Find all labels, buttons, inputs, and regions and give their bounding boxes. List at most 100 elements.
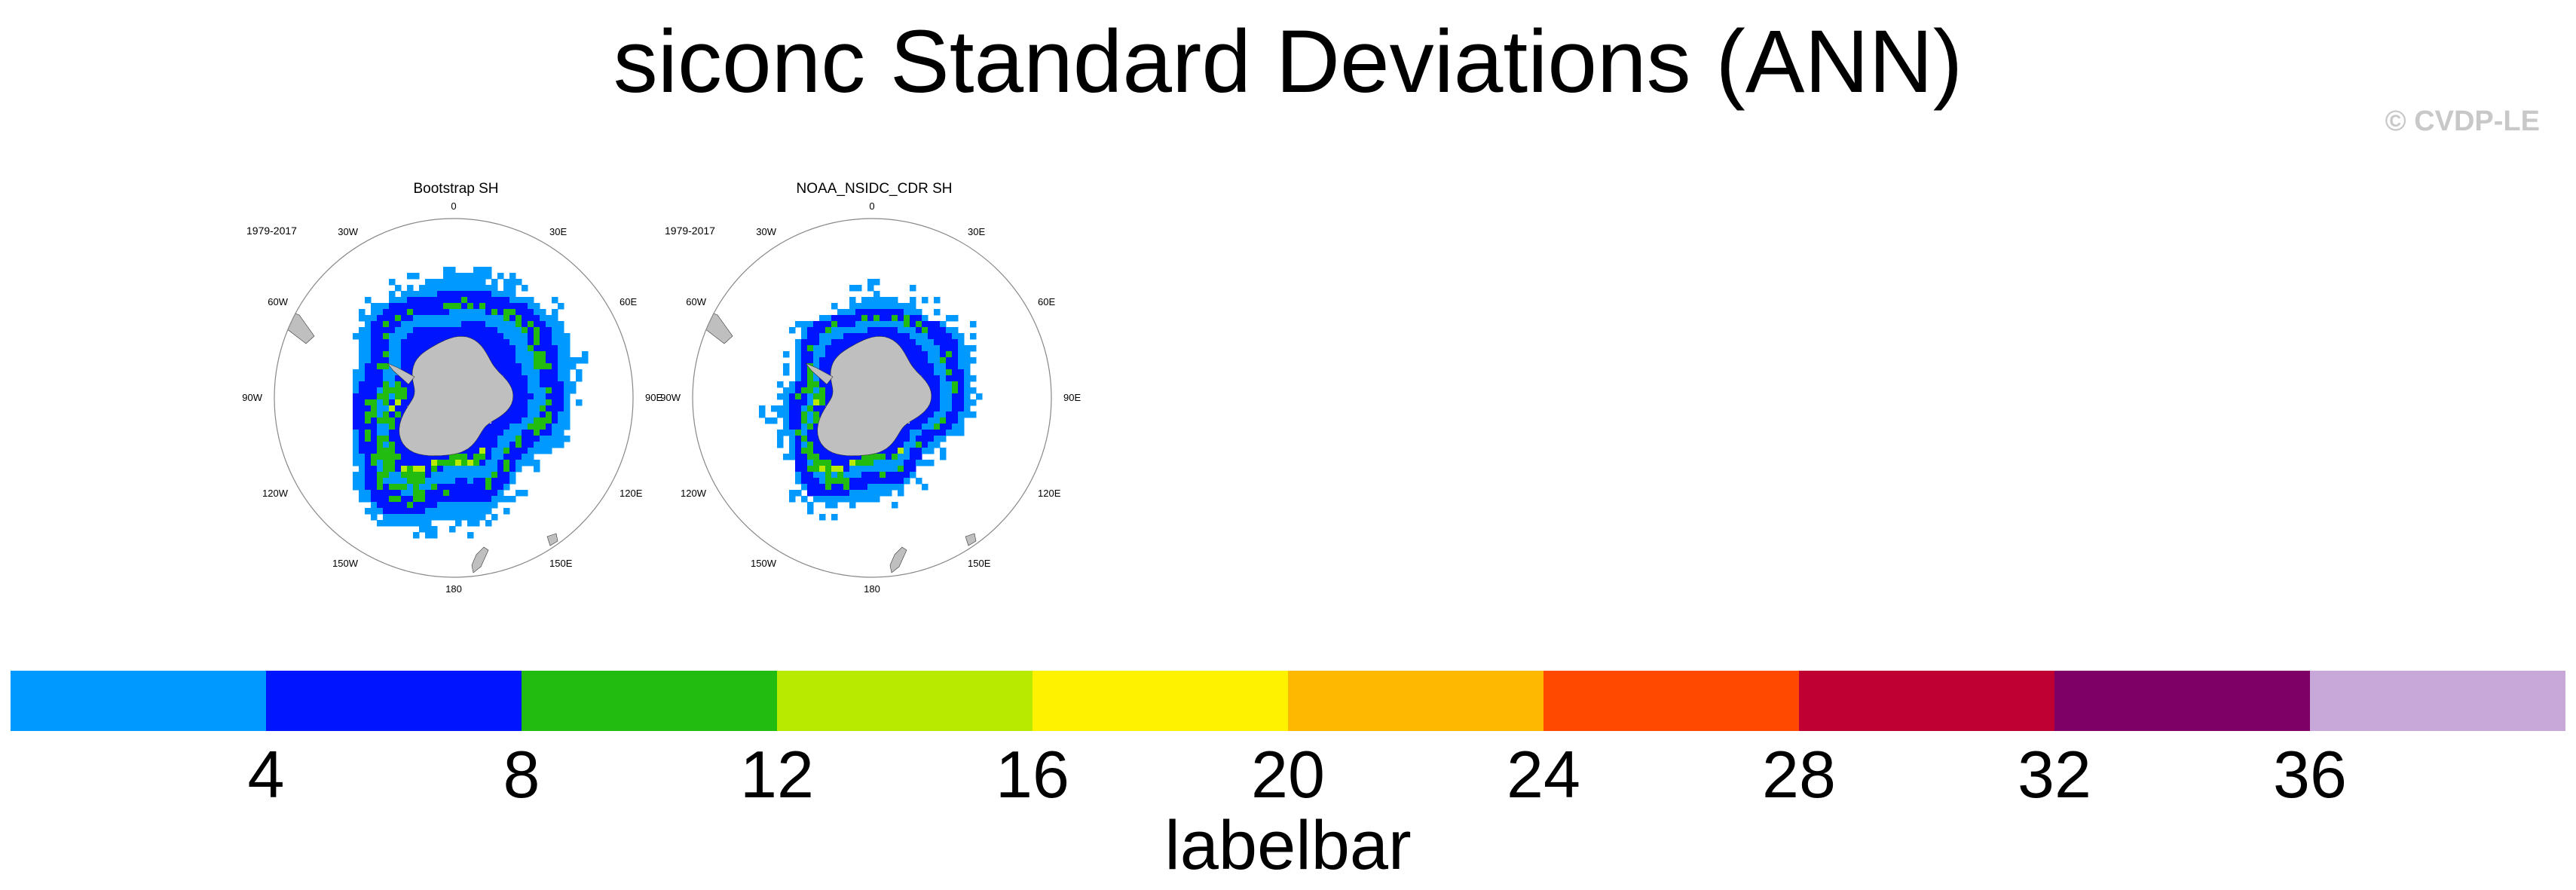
ice-cell [413,315,420,322]
ice-cell [952,417,959,424]
ice-cell [952,375,959,382]
ice-cell [910,436,916,442]
ice-cell [413,291,420,298]
ice-cell [783,387,790,394]
ice-cell [528,315,534,322]
ice-cell [819,514,826,521]
ice-cell [837,339,844,346]
ice-cell [825,321,832,328]
ice-cell [461,291,468,298]
labelbar-tick-label: 24 [1507,737,1580,812]
ice-cell [449,273,456,280]
ice-cell [807,357,814,364]
ice-cell [401,466,408,473]
ice-cell [431,333,438,340]
ice-cell [371,514,378,521]
ice-cell [497,303,504,310]
ice-cell [491,357,498,364]
ice-cell [795,430,802,436]
ice-cell [849,472,856,479]
ice-cell [813,411,820,418]
ice-cell [795,357,802,364]
ice-cell [916,309,922,316]
ice-cell [867,490,874,497]
ice-cell [934,387,941,394]
ice-cell [359,327,366,334]
ice-cell [546,375,552,382]
ice-cell [449,472,456,479]
ice-cell [892,315,898,322]
ice-cell [395,339,402,346]
ice-cell [940,454,947,460]
ice-cell [946,333,953,340]
ice-cell [916,357,922,364]
ice-cell [831,478,838,485]
ice-cell [377,405,384,412]
ice-cell [365,381,372,388]
ice-cell [522,309,528,316]
ice-cell [916,369,922,376]
ice-cell [819,405,826,412]
ice-cell [503,351,510,358]
ice-cell [552,393,558,400]
ice-cell [407,508,414,515]
ice-cell [389,478,396,485]
ice-cell [491,514,498,521]
ice-cell [419,460,426,466]
ice-cell [449,315,456,322]
ice-cell [371,448,378,454]
ice-cell [389,508,396,515]
ice-cell [353,405,359,412]
ice-cell [479,442,486,448]
ice-cell [922,345,929,352]
ice-cell [867,303,874,310]
ice-cell [528,339,534,346]
ice-cell [407,472,414,479]
ice-cell [497,297,504,304]
ice-cell [904,448,910,454]
ice-cell [910,327,916,334]
ice-cell [898,339,904,346]
ice-cell [497,442,504,448]
ice-cell [431,478,438,485]
ice-cell [516,411,522,418]
ice-cell [759,405,766,412]
longitude-label: 150E [549,558,573,569]
ice-cell [395,496,402,503]
ice-cell [940,327,947,334]
ice-cell [485,502,492,509]
ice-cell [837,478,844,485]
ice-cell [789,424,796,430]
ice-cell [952,327,959,334]
ice-cell [353,424,359,430]
ice-cell [940,411,947,418]
ice-cell [777,442,784,448]
ice-cell [831,496,838,503]
ice-cell [383,375,390,382]
ice-cell [813,375,820,382]
ice-cell [880,309,886,316]
ice-cell [843,327,850,334]
labelbar-tick-label: 12 [740,737,814,812]
ice-cell [491,466,498,473]
ice-cell [503,345,510,352]
ice-cell [395,417,402,424]
ice-cell [353,472,359,479]
ice-cell [359,442,366,448]
ice-cell [813,466,820,473]
ice-cell [886,478,892,485]
ice-cell [540,357,546,364]
ice-cell [509,381,516,388]
ice-cell [795,442,802,448]
ice-cell [455,514,462,521]
ice-cell [789,327,796,334]
ice-cell [783,454,790,460]
ice-cell [540,369,546,376]
ice-cell [825,484,832,491]
ice-cell [377,309,384,316]
ice-cell [807,424,814,430]
ice-cell [528,393,534,400]
ice-cell [873,279,880,286]
ice-cell [831,502,838,509]
ice-cell [371,405,378,412]
